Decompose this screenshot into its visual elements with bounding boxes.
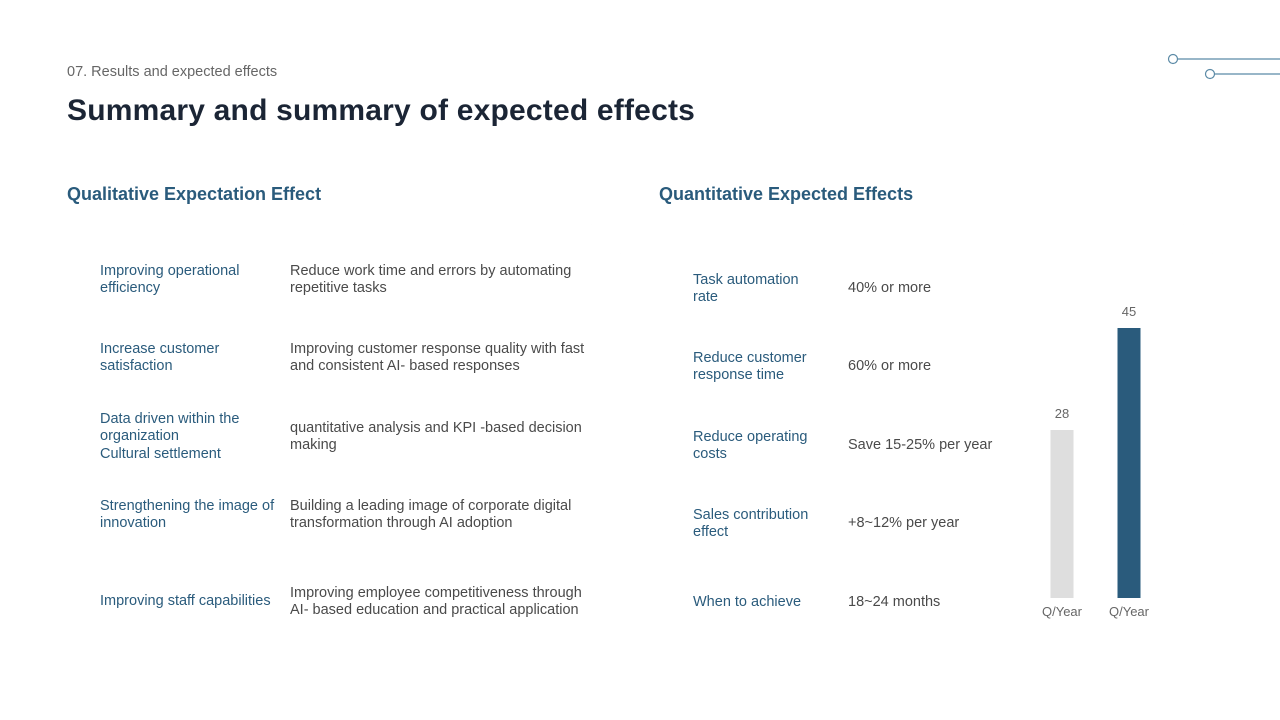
bar-1 xyxy=(1118,328,1141,598)
quantitative-heading: Quantitative Expected Effects xyxy=(659,184,914,204)
qualitative-label: Increase customer satisfaction xyxy=(100,340,220,374)
page-title: Summary and summary of expected effects xyxy=(67,94,696,127)
quantitative-label: When to achieve xyxy=(693,594,802,611)
quantitative-card: Task automation rate 40% or more Reduce … xyxy=(659,224,1213,666)
quantitative-value: 60% or more xyxy=(848,358,932,375)
qualitative-label: Strengthening the image of innovation xyxy=(100,497,275,531)
qualitative-desc: Improving employee competitiveness throu… xyxy=(290,584,582,618)
quantitative-label: Reduce customer response time xyxy=(693,349,807,383)
qualitative-desc: quantitative analysis and KPI -based dec… xyxy=(290,419,582,453)
quantitative-value: 18~24 months xyxy=(848,594,941,611)
qualitative-label: Improving staff capabilities xyxy=(100,593,271,610)
quantitative-label: Sales contribution effect xyxy=(693,506,809,540)
quantitative-value: Save 15-25% per year xyxy=(848,437,993,454)
qualitative-label: Improving operational efficiency xyxy=(100,262,240,296)
quantitative-value: 40% or more xyxy=(848,280,932,297)
qualitative-desc: Improving customer response quality with… xyxy=(290,340,585,374)
quantitative-value: +8~12% per year xyxy=(848,515,960,532)
quantitative-label: Reduce operating costs xyxy=(693,428,808,462)
quantitative-label: Task automation rate xyxy=(693,271,799,305)
bar-data-label-1: 45 xyxy=(1122,304,1136,319)
section-breadcrumb: 07. Results and expected effects xyxy=(67,64,278,80)
bar-chart: 28 Q/Year 45 Q/Year xyxy=(1019,264,1199,634)
x-tick-label-1: Q/Year xyxy=(1109,604,1150,619)
qualitative-heading: Qualitative Expectation Effect xyxy=(67,184,322,204)
qualitative-desc: Building a leading image of corporate di… xyxy=(290,497,572,531)
qualitative-desc: Reduce work time and errors by automatin… xyxy=(290,262,572,296)
x-tick-label-0: Q/Year xyxy=(1042,604,1083,619)
qualitative-card: Improving operational efficiency Reduce … xyxy=(67,224,621,666)
decorative-lines xyxy=(1167,53,1280,80)
bar-0 xyxy=(1051,430,1074,598)
bar-data-label-0: 28 xyxy=(1055,406,1069,421)
qualitative-label: Data driven within the organization Cult… xyxy=(100,410,240,462)
